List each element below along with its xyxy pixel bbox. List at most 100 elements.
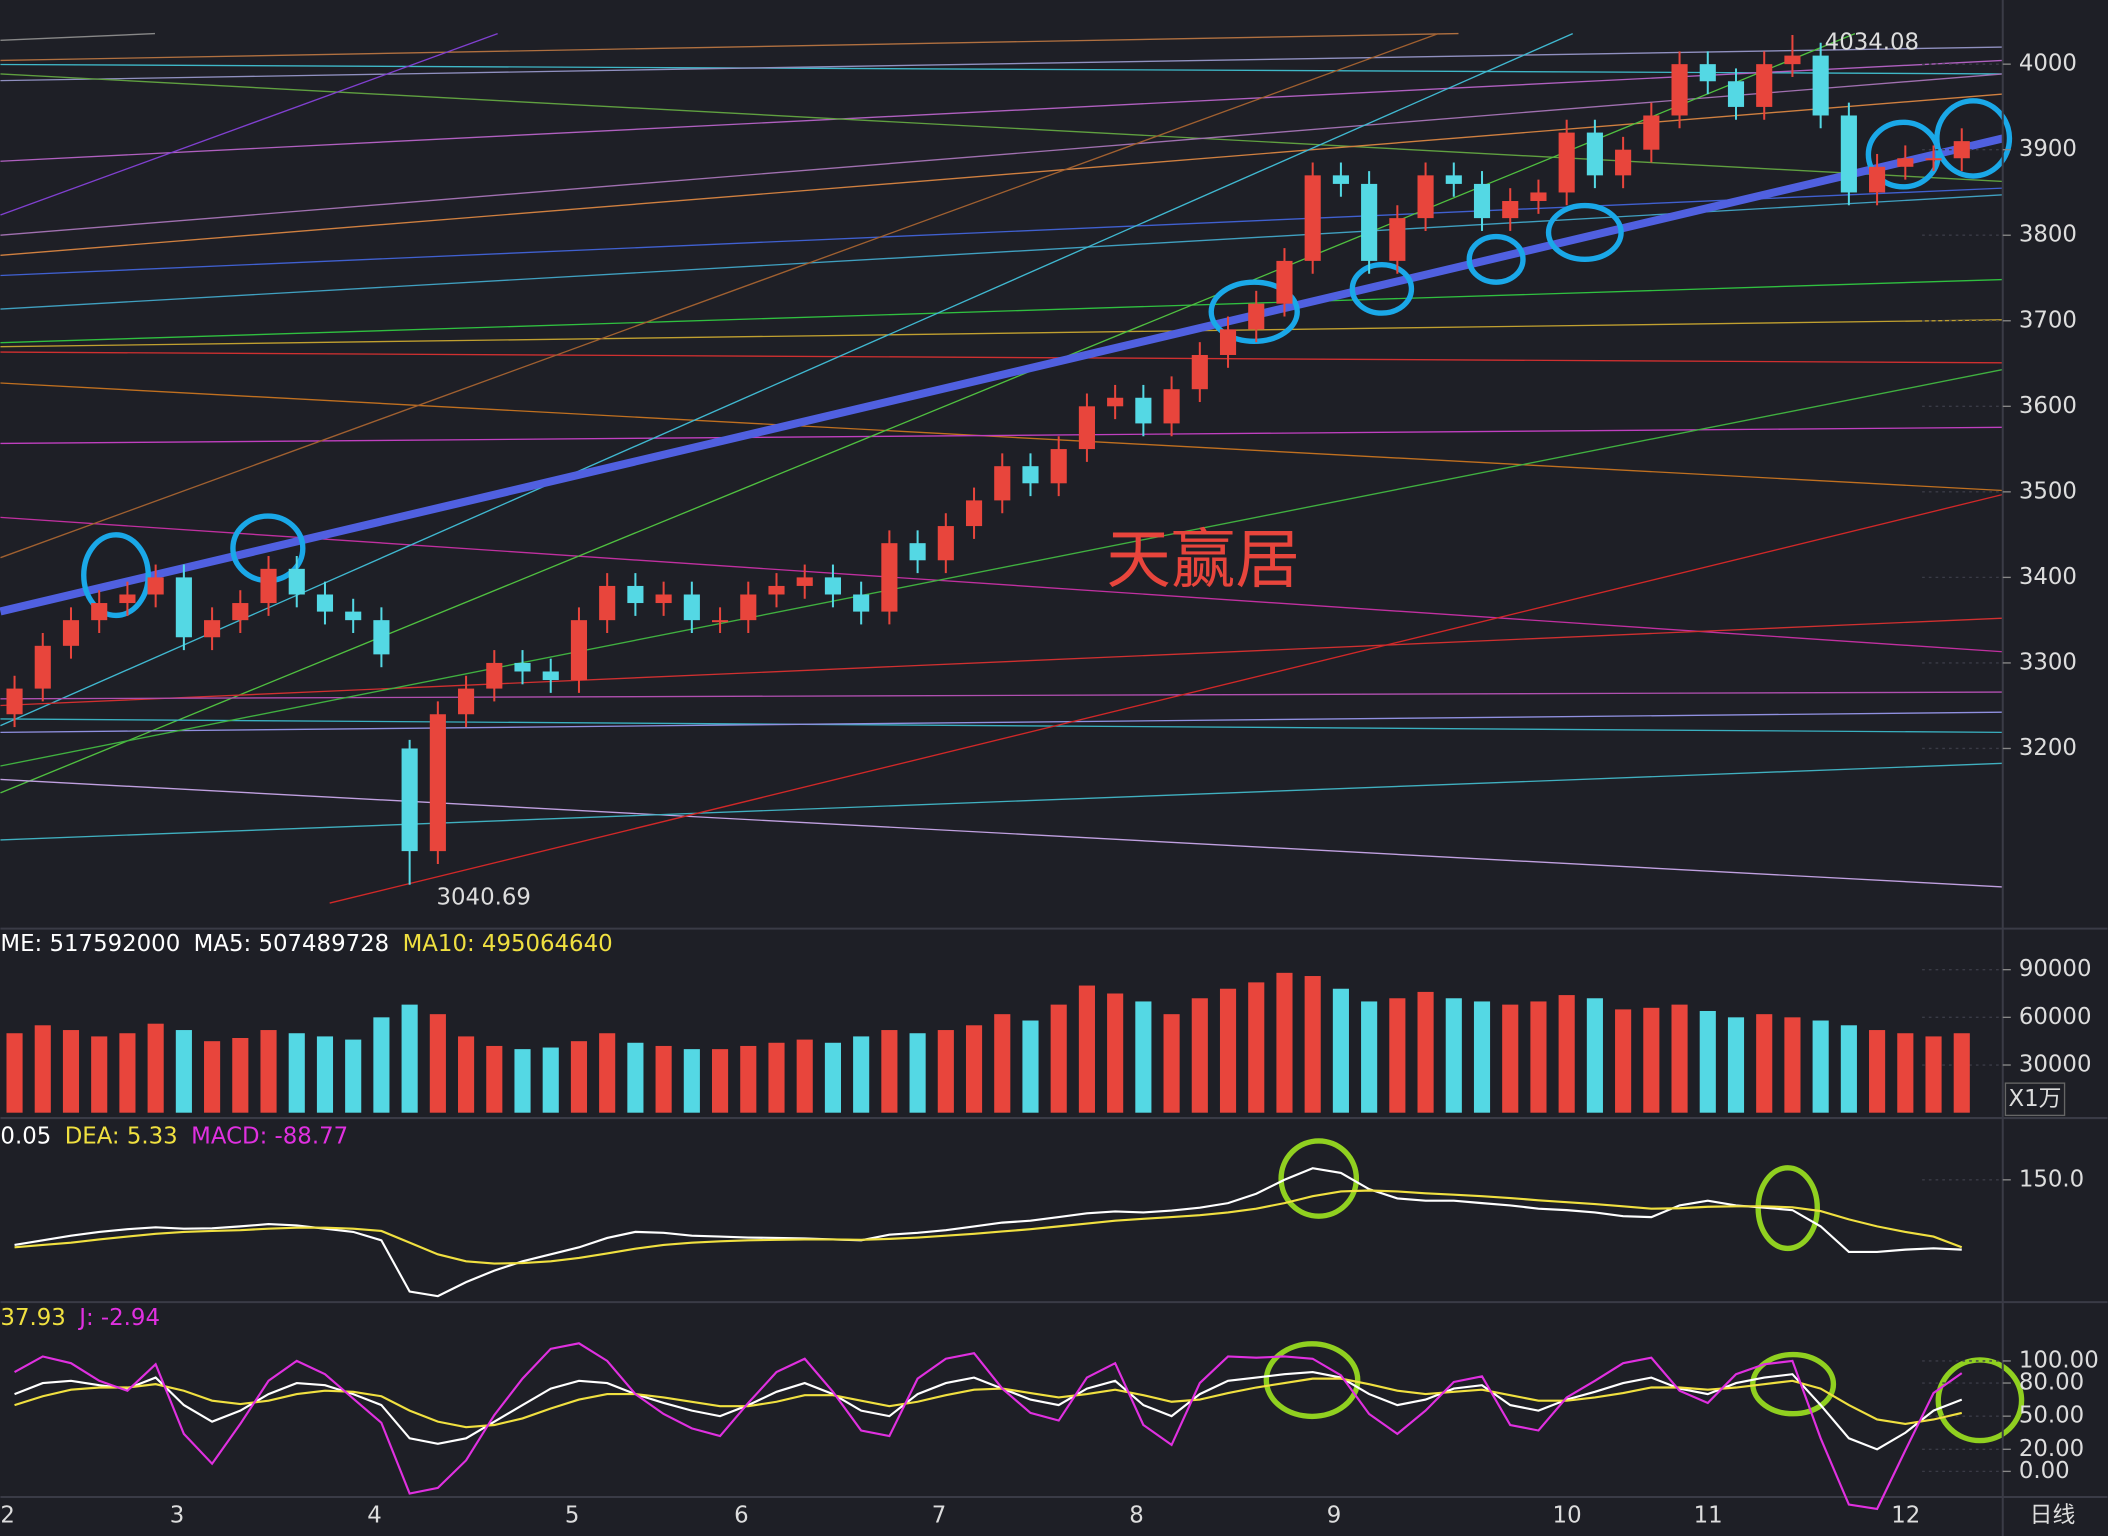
candle-body <box>1078 406 1095 450</box>
x-tick-label: 12 <box>1891 1502 1920 1528</box>
x-tick-label: 11 <box>1694 1502 1723 1528</box>
volume-bar <box>881 1030 898 1113</box>
candle-body <box>1191 354 1208 390</box>
candle-body <box>1389 218 1406 261</box>
y-tick-label: 50.00 <box>2019 1403 2084 1429</box>
candle-body <box>1276 260 1293 304</box>
volume-bar <box>119 1033 136 1113</box>
volume-bar <box>1812 1020 1829 1113</box>
y-tick-label: 3700 <box>2019 307 2077 333</box>
y-tick-label: 80.00 <box>2019 1370 2084 1396</box>
series-line <box>14 1377 1963 1429</box>
y-tick-label: 3300 <box>2019 649 2077 675</box>
volume-bar <box>260 1030 277 1113</box>
candle-body <box>1530 192 1547 202</box>
candle-body <box>711 620 729 623</box>
annotation-circles-green <box>1263 1138 2025 1444</box>
candle-body <box>1219 329 1237 355</box>
max-label: 4034.08 <box>1825 30 1919 56</box>
volume-bar <box>401 1004 418 1113</box>
volume-bar <box>965 1025 983 1113</box>
x-tick-label: 6 <box>734 1502 749 1528</box>
x-tick-label: 7 <box>932 1502 947 1528</box>
candle-body <box>796 577 813 586</box>
candle-body <box>683 594 700 621</box>
volume-bar <box>1869 1030 1886 1113</box>
series-line <box>14 1342 1963 1511</box>
candle-body <box>1502 201 1519 219</box>
y-tick-label: 90000 <box>2019 956 2092 982</box>
candle-body <box>1558 132 1575 193</box>
volume-bar <box>1558 995 1575 1113</box>
volume-bar <box>1050 1004 1067 1113</box>
header-text: 0.05 <box>0 1123 51 1149</box>
volume-bar <box>204 1041 221 1113</box>
y-tick-label: 4000 <box>2019 51 2077 77</box>
volume-bar <box>175 1030 192 1113</box>
header-text: MA5: 507489728 <box>194 931 390 957</box>
volume-bar <box>1022 1020 1039 1113</box>
series-line <box>14 1370 1963 1451</box>
candle-body <box>458 688 475 715</box>
volume-bar <box>570 1041 588 1113</box>
candle-body <box>1417 175 1434 219</box>
candle-body <box>1304 175 1321 261</box>
unit-label: X1万 <box>2008 1086 2061 1112</box>
candle-body <box>288 568 305 595</box>
y-tick-label: 3900 <box>2019 136 2077 162</box>
candle-body <box>6 688 23 715</box>
candle-body <box>768 585 785 595</box>
volume-bar <box>1361 1001 1378 1113</box>
volume-bar <box>288 1033 305 1113</box>
header-text: J: -2.94 <box>77 1305 160 1331</box>
unit-box <box>2004 1082 2066 1117</box>
y-tick-label: 3200 <box>2019 735 2077 761</box>
candle-body <box>1445 175 1462 184</box>
y-tick-label: 3400 <box>2019 564 2077 590</box>
candle-body <box>1615 149 1632 176</box>
volume-bar <box>486 1045 503 1113</box>
volume-bar <box>1304 976 1321 1113</box>
watermark: 天赢居 <box>1106 523 1300 598</box>
volume-bar <box>1756 1014 1773 1113</box>
y-tick-label: 100.00 <box>2019 1347 2099 1373</box>
candle-body <box>824 577 842 595</box>
x-tick-label: 9 <box>1327 1502 1342 1528</box>
x-tick-label: 3 <box>170 1502 185 1528</box>
candle-body <box>881 543 898 612</box>
y-tick-label: 3800 <box>2019 222 2077 248</box>
volume-bar <box>1671 1004 1688 1113</box>
volume-bar <box>373 1017 390 1113</box>
y-tick-label: 60000 <box>2019 1004 2092 1030</box>
candle-body <box>1784 55 1801 65</box>
volume-bar <box>768 1042 785 1113</box>
volume-bar <box>316 1036 334 1113</box>
candle-body <box>1361 183 1378 261</box>
volume-bar <box>345 1039 362 1113</box>
candle-body <box>62 620 80 646</box>
volume-bar <box>1530 1001 1547 1113</box>
header-text: MACD: -88.77 <box>191 1123 348 1149</box>
volume-bar <box>740 1045 757 1113</box>
volume-bar <box>1615 1009 1632 1113</box>
candle-body <box>627 585 644 604</box>
y-tick-label: 150.0 <box>2019 1166 2084 1192</box>
min-label: 3040.69 <box>437 885 531 911</box>
volume-bar <box>711 1049 729 1113</box>
candle-body <box>570 620 588 681</box>
candle-body <box>91 603 108 621</box>
y-tick-label: 20.00 <box>2019 1436 2084 1462</box>
header-text: 37.93 <box>0 1305 65 1331</box>
y-tick-label: 0.00 <box>2019 1458 2070 1484</box>
candle-body <box>232 603 249 621</box>
volume-bar <box>1953 1033 1970 1113</box>
candle-body <box>542 671 559 681</box>
volume-bar <box>824 1042 842 1113</box>
volume-bar <box>6 1033 23 1113</box>
candle-body <box>204 620 221 638</box>
volume-bar <box>1699 1010 1716 1113</box>
trend-lines <box>0 32 2004 904</box>
series-line <box>14 1167 1962 1298</box>
